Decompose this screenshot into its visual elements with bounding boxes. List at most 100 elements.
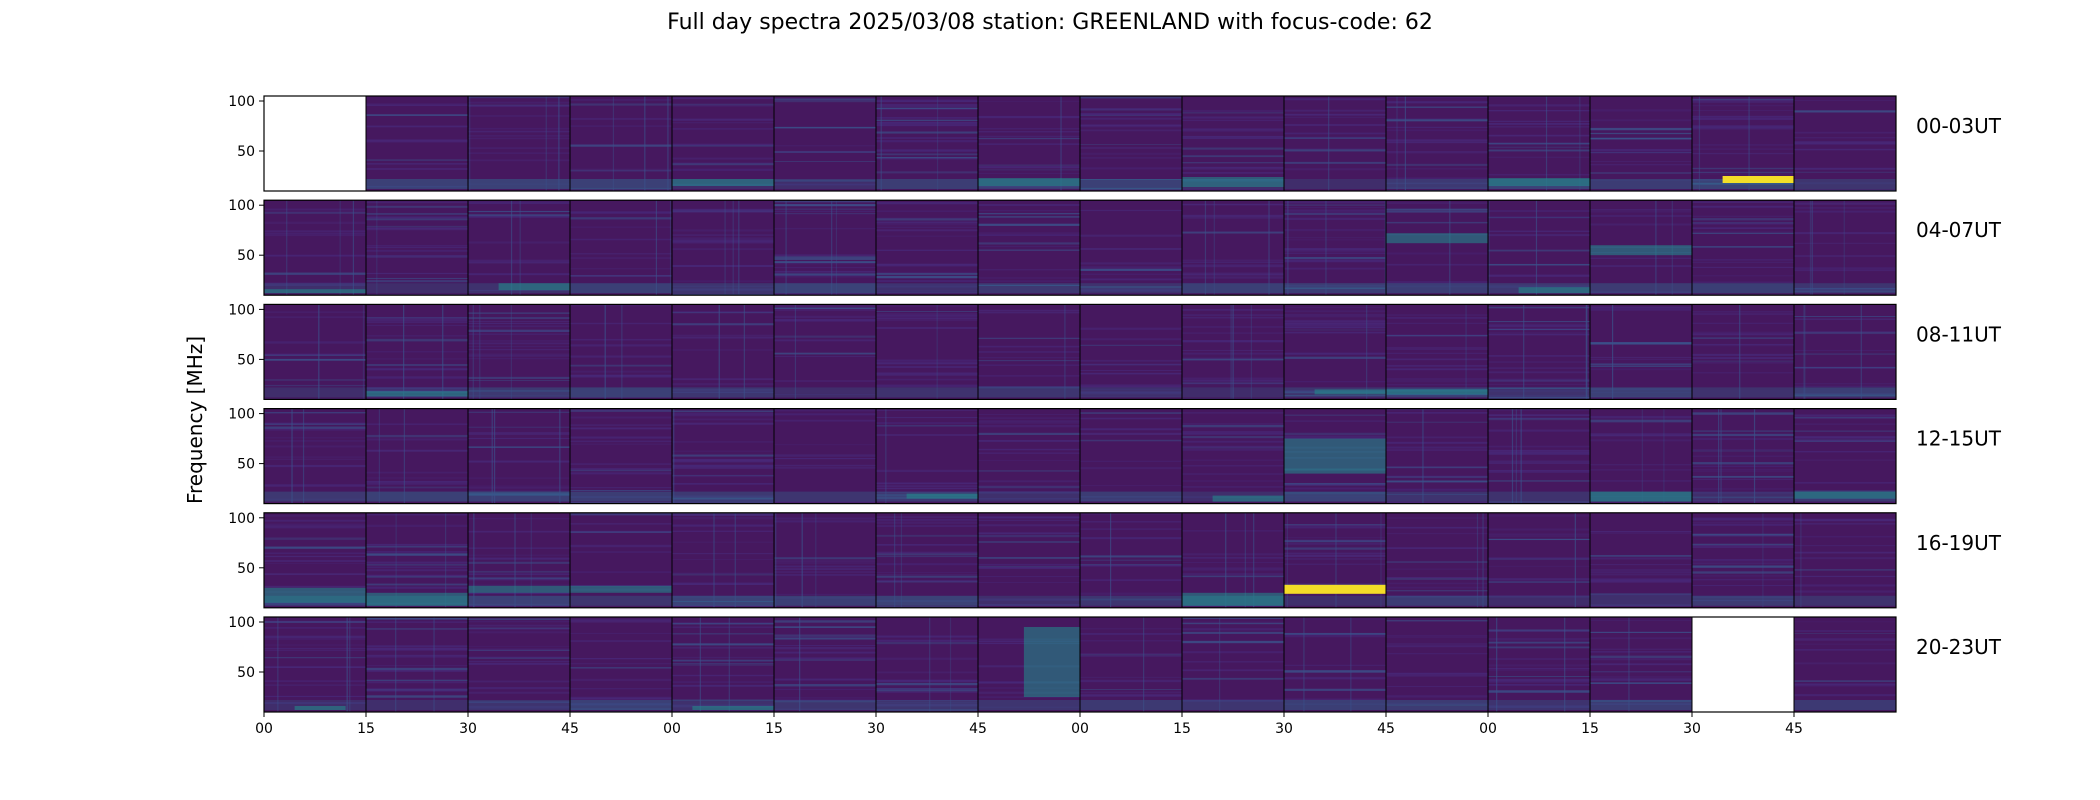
- spectral-highlight: [1794, 491, 1896, 499]
- time-streak: [1511, 408, 1514, 504]
- spectral-line: [570, 620, 672, 623]
- spectral-line: [264, 311, 366, 314]
- spectral-line: [1182, 261, 1284, 263]
- time-streak: [1449, 200, 1451, 296]
- spectral-line: [978, 280, 1080, 282]
- spectral-line: [468, 115, 570, 117]
- spectral-line: [1692, 455, 1794, 457]
- spectral-line: [366, 246, 468, 249]
- row-label: 08-11UT: [1916, 322, 2002, 346]
- spectral-line: [672, 685, 774, 687]
- spectral-line: [1386, 595, 1488, 598]
- spectral-line: [1182, 473, 1284, 475]
- spectral-line: [1284, 248, 1386, 251]
- spectral-line: [1590, 265, 1692, 267]
- spectral-line: [570, 531, 672, 533]
- spectral-line: [876, 682, 978, 686]
- spectral-line: [1284, 314, 1386, 318]
- spectral-line: [1284, 539, 1386, 543]
- spectral-line: [468, 433, 570, 435]
- spectral-line: [468, 273, 570, 276]
- spectral-line: [1794, 436, 1896, 438]
- spectral-line: [1692, 275, 1794, 277]
- spectral-line: [366, 564, 468, 566]
- spectral-line: [1488, 669, 1590, 671]
- spectral-highlight: [294, 706, 346, 710]
- time-streak: [799, 617, 801, 712]
- spectral-line: [1590, 637, 1692, 640]
- spectral-line: [1590, 469, 1692, 471]
- time-streak: [1488, 200, 1490, 296]
- spectral-line: [978, 128, 1080, 130]
- time-streak: [738, 200, 740, 296]
- spectral-line: [1590, 119, 1692, 122]
- spectral-line: [876, 290, 978, 292]
- spectrum-panel: [264, 617, 366, 712]
- time-streak: [1663, 408, 1665, 504]
- spectral-line: [1182, 265, 1284, 268]
- spectrum-panel: [570, 304, 672, 400]
- time-streak: [1366, 304, 1368, 400]
- spectral-line: [1692, 559, 1794, 561]
- spectral-line: [366, 586, 468, 589]
- spectral-line: [1692, 496, 1794, 499]
- spectral-line: [1284, 414, 1386, 416]
- panel-background: [1284, 304, 1386, 400]
- spectral-highlight: [1488, 178, 1590, 186]
- low-band: [1692, 283, 1794, 294]
- spectral-line: [1182, 660, 1284, 663]
- x-tick-label: 00: [255, 721, 273, 737]
- spectral-line: [672, 288, 774, 291]
- spectral-line: [570, 125, 672, 127]
- spectral-line: [1080, 654, 1182, 656]
- spectral-line: [1386, 517, 1488, 519]
- spectral-line: [1284, 563, 1386, 565]
- spectral-line: [1692, 596, 1794, 599]
- spectral-line: [468, 485, 570, 487]
- spectral-line: [1284, 331, 1386, 334]
- panel-background: [774, 512, 876, 608]
- time-streak: [277, 617, 279, 712]
- time-streak: [604, 304, 606, 400]
- spectral-line: [1284, 676, 1386, 679]
- spectral-line: [1794, 189, 1896, 191]
- spectral-line: [1182, 605, 1284, 607]
- spectral-line: [672, 450, 774, 452]
- spectral-line: [1182, 448, 1284, 451]
- spectral-line: [774, 464, 876, 467]
- spectral-line: [672, 415, 774, 417]
- spectral-line: [1386, 532, 1488, 535]
- spectrum-panel: [1386, 96, 1488, 191]
- spectral-line: [1794, 141, 1896, 145]
- spectral-line: [1182, 162, 1284, 164]
- spectral-line: [1692, 571, 1794, 574]
- spectral-line: [1794, 202, 1896, 205]
- panel-background: [774, 617, 876, 712]
- spectral-line: [876, 642, 978, 645]
- spectral-line: [876, 280, 978, 282]
- spectral-line: [672, 378, 774, 381]
- time-streak: [530, 512, 532, 608]
- time-streak: [1698, 96, 1701, 191]
- spectral-line: [876, 226, 978, 228]
- spectral-line: [1386, 446, 1488, 448]
- spectral-line: [876, 385, 978, 388]
- spectrum-panel: [1284, 617, 1386, 712]
- time-streak: [545, 96, 547, 191]
- spectral-line: [1386, 352, 1488, 354]
- spectral-line: [1080, 114, 1182, 116]
- time-streak: [1213, 200, 1215, 296]
- spectral-line: [1794, 638, 1896, 641]
- spectral-line: [1182, 215, 1284, 218]
- spectral-line: [672, 497, 774, 500]
- panel-background: [570, 304, 672, 400]
- spectral-line: [264, 603, 366, 606]
- time-streak: [318, 304, 320, 400]
- spectral-line: [366, 318, 468, 322]
- spectral-line: [1080, 359, 1182, 362]
- spectral-line: [366, 575, 468, 578]
- spectrum-panel: [468, 512, 570, 608]
- spectral-line: [1386, 221, 1488, 224]
- spectral-line: [1182, 631, 1284, 634]
- spectral-line: [366, 477, 468, 479]
